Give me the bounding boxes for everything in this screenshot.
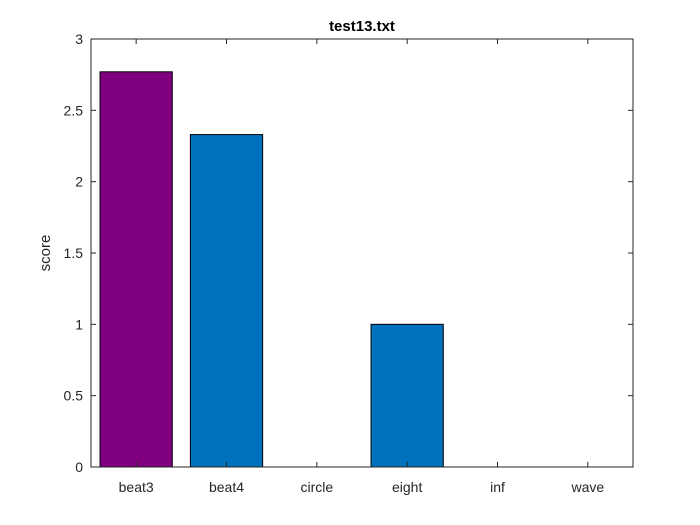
bars-group [99, 71, 444, 468]
y-tick-label-5: 2.5 [64, 102, 84, 118]
y-tick-label-3: 1.5 [64, 245, 84, 261]
y-tick-label-2: 1 [75, 316, 83, 332]
chart-title: test13.txt [329, 18, 395, 35]
bar-beat4 [189, 134, 264, 468]
y-tick-label-1: 0.5 [64, 388, 84, 404]
bar-eight [370, 323, 444, 468]
x-tick-label-eight: eight [392, 479, 422, 495]
bar-beat3 [99, 71, 173, 468]
x-tick-label-inf: inf [490, 479, 505, 495]
ticks-group: beat3 beat4 circle eight inf wave 0 0.5 1 1.5 2 2.5… [64, 31, 633, 495]
x-tick-label-wave: wave [570, 479, 604, 495]
plot-area-frame [90, 38, 634, 468]
y-tick-label-6: 3 [75, 31, 83, 47]
y-axis-label: score [37, 235, 54, 272]
x-tick-label-beat4: beat4 [209, 479, 244, 495]
y-tick-label-0: 0 [75, 459, 83, 475]
x-tick-label-circle: circle [300, 479, 333, 495]
x-tick-label-beat3: beat3 [119, 479, 154, 495]
y-tick-label-4: 2 [75, 174, 83, 190]
